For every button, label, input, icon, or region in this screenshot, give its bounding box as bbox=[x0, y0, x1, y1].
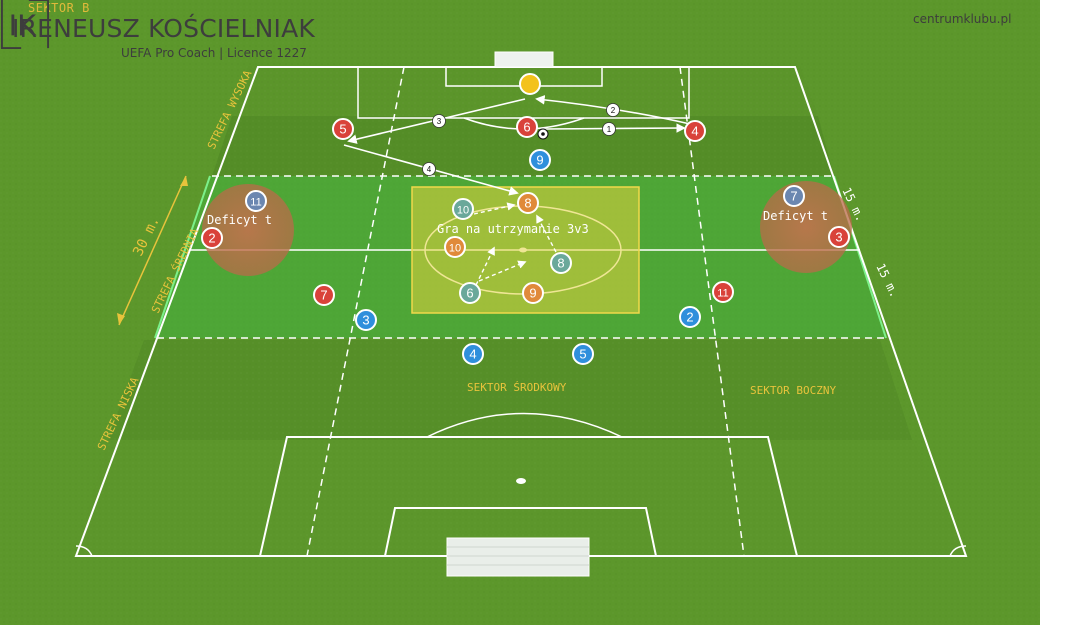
player-marker bbox=[828, 226, 850, 248]
deficit-label-left: Deficyt t bbox=[207, 213, 272, 227]
player-slate-11: 11 bbox=[245, 190, 267, 212]
player-red-11: 11 bbox=[712, 281, 734, 303]
player-marker bbox=[201, 227, 223, 249]
player-blue-5: 5 bbox=[572, 343, 594, 365]
player-marker bbox=[783, 185, 805, 207]
pass-marker-3: 3 bbox=[432, 114, 446, 128]
coach-name: IRENEUSZ KOŚCIELNIAK bbox=[12, 14, 315, 43]
player-orange-8: 8 bbox=[517, 192, 539, 214]
ball-icon bbox=[537, 128, 549, 140]
player-number: 11 bbox=[717, 288, 728, 300]
pass-marker-1: 1 bbox=[602, 122, 616, 136]
player-marker bbox=[679, 306, 701, 328]
pitch-outline bbox=[74, 66, 968, 557]
player-red-3: 3 bbox=[828, 226, 850, 248]
player-blue-9: 9 bbox=[529, 149, 551, 171]
player-red-4: 4 bbox=[684, 120, 706, 142]
player-number: 3 bbox=[835, 230, 842, 245]
player-goalkeeper bbox=[519, 73, 541, 95]
player-marker bbox=[517, 192, 539, 214]
bottom-penalty-area bbox=[259, 436, 798, 557]
ik-logo-text: IK bbox=[9, 9, 38, 43]
player-marker bbox=[355, 309, 377, 331]
player-number: 4 bbox=[469, 347, 476, 362]
player-slate-7: 7 bbox=[783, 185, 805, 207]
player-red-5: 5 bbox=[332, 118, 354, 140]
player-marker bbox=[245, 190, 267, 212]
pass-marker-number: 1 bbox=[607, 125, 612, 134]
player-marker bbox=[459, 282, 481, 304]
player-number: 2 bbox=[208, 231, 215, 246]
player-number: 6 bbox=[523, 120, 530, 135]
player-number: 8 bbox=[557, 256, 564, 271]
player-number: 3 bbox=[362, 313, 369, 328]
player-marker bbox=[550, 252, 572, 274]
rondo-arrows bbox=[473, 202, 557, 286]
zone-dashed-lines bbox=[157, 66, 884, 557]
player-number: 7 bbox=[320, 288, 327, 303]
player-number: 5 bbox=[339, 122, 346, 137]
player-marker bbox=[444, 236, 466, 258]
coach-subtitle: UEFA Pro Coach | Licence 1227 bbox=[121, 46, 307, 60]
players: 5 6 4 2 3 7 11 9 3 4 5 2 11 7 8 10 9 10 8 6 bbox=[201, 73, 850, 365]
player-marker bbox=[529, 149, 551, 171]
center-sector-label: SEKTOR ŚRODKOWY bbox=[467, 381, 567, 394]
middle-zone-left-edge bbox=[154, 175, 211, 339]
player-orange-10: 10 bbox=[444, 236, 466, 258]
deficit-label-right: Deficyt t bbox=[763, 209, 828, 223]
player-number: 8 bbox=[524, 196, 531, 211]
player-red-2: 2 bbox=[201, 227, 223, 249]
top-goal bbox=[494, 51, 554, 68]
player-number: 6 bbox=[466, 286, 473, 301]
player-number: 5 bbox=[579, 347, 586, 362]
pass-marker-4: 4 bbox=[422, 162, 436, 176]
deficit-zone-right bbox=[760, 181, 852, 273]
pass-sequence-markers: 1 2 3 4 bbox=[422, 103, 620, 176]
bottom-goal bbox=[446, 537, 590, 577]
player-marker bbox=[452, 198, 474, 220]
player-teal-8: 8 bbox=[550, 252, 572, 274]
player-number: 2 bbox=[686, 310, 693, 325]
player-marker bbox=[684, 120, 706, 142]
ik-logo: IK bbox=[0, 0, 50, 50]
pass-marker-number: 2 bbox=[611, 106, 616, 115]
player-marker bbox=[572, 343, 594, 365]
player-marker bbox=[516, 116, 538, 138]
depth-arrow bbox=[118, 175, 187, 326]
player-teal-6: 6 bbox=[459, 282, 481, 304]
site-link[interactable]: centrumklubu.pl bbox=[913, 12, 1012, 26]
player-teal-10: 10 bbox=[452, 198, 474, 220]
deficit-zone-left bbox=[202, 184, 294, 276]
player-marker bbox=[313, 284, 335, 306]
player-number: 9 bbox=[529, 286, 536, 301]
player-red-6: 6 bbox=[516, 116, 538, 138]
player-marker bbox=[522, 282, 544, 304]
player-marker bbox=[712, 281, 734, 303]
player-marker bbox=[462, 343, 484, 365]
player-marker bbox=[332, 118, 354, 140]
side-sector-label: SEKTOR BOCZNY bbox=[750, 384, 836, 397]
player-red-7: 7 bbox=[313, 284, 335, 306]
player-marker bbox=[519, 73, 541, 95]
player-number: 10 bbox=[457, 205, 469, 217]
player-number: 7 bbox=[790, 189, 797, 204]
player-blue-4: 4 bbox=[462, 343, 484, 365]
player-number: 4 bbox=[691, 124, 698, 139]
player-blue-3: 3 bbox=[355, 309, 377, 331]
player-number: 10 bbox=[449, 243, 461, 255]
rondo-label: Gra na utrzymanie 3v3 bbox=[437, 222, 589, 236]
player-number: 11 bbox=[250, 197, 261, 209]
player-orange-9: 9 bbox=[522, 282, 544, 304]
player-number: 9 bbox=[536, 153, 543, 168]
pass-marker-number: 3 bbox=[437, 117, 442, 126]
sector-b-label: SEKTOR B bbox=[28, 1, 90, 15]
pass-marker-2: 2 bbox=[606, 103, 620, 117]
player-blue-2: 2 bbox=[679, 306, 701, 328]
pass-marker-number: 4 bbox=[427, 165, 432, 174]
